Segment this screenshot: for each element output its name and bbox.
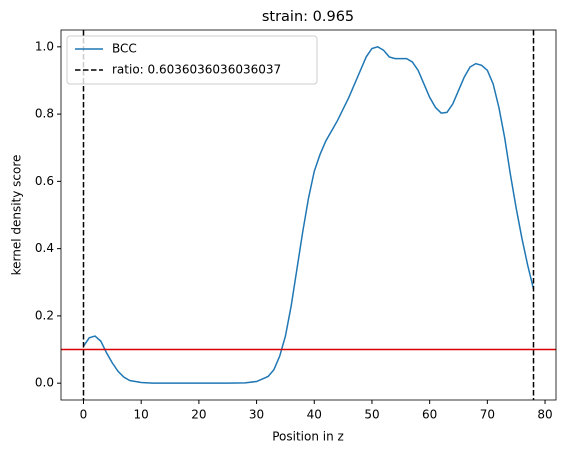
- y-tick-label: 0.6: [35, 174, 54, 188]
- x-tick-label: 40: [307, 408, 322, 422]
- x-tick-label: 60: [422, 408, 437, 422]
- y-tick-label: 0.8: [35, 107, 54, 121]
- y-tick-label: 0.2: [35, 308, 54, 322]
- x-tick-label: 20: [191, 408, 206, 422]
- plot-area: [61, 30, 556, 400]
- legend-box: [66, 35, 318, 85]
- x-tick-label: 80: [537, 408, 552, 422]
- y-tick-label: 0.4: [35, 241, 54, 255]
- y-axis-label: kernel density score: [10, 155, 24, 276]
- x-tick-label: 30: [249, 408, 264, 422]
- x-tick-label: 0: [80, 408, 88, 422]
- x-tick-label: 10: [134, 408, 149, 422]
- line-series: [82, 46, 535, 384]
- y-tick-label: 1.0: [35, 39, 54, 53]
- legend-label: BCC: [112, 42, 137, 56]
- chart-title: strain: 0.965: [262, 9, 354, 25]
- x-tick-label: 70: [480, 408, 495, 422]
- axes-frame: [60, 29, 557, 401]
- legend-label: ratio: 0.6036036036036037: [112, 63, 281, 77]
- x-axis-label: Position in z: [272, 430, 344, 444]
- x-tick-label: 50: [364, 408, 379, 422]
- y-tick-label: 0.0: [35, 376, 54, 390]
